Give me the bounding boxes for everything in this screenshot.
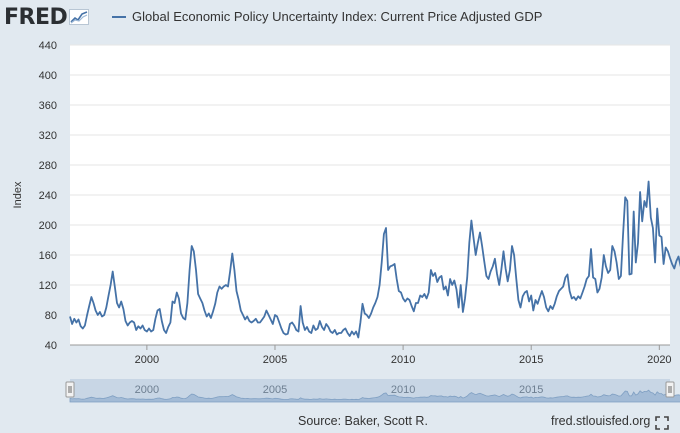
navigator-handle-icon[interactable] (665, 381, 675, 398)
y-tick-label: 280 (39, 160, 57, 172)
navigator-ticks: 2000 2005 2010 2015 (135, 384, 544, 396)
y-tick-label: 120 (39, 280, 57, 292)
fred-logo-chart-icon (69, 9, 90, 25)
grid-lines (70, 44, 670, 346)
navigator-tick-label: 2000 (135, 384, 159, 396)
y-tick-label: 200 (39, 220, 57, 232)
legend-label: Global Economic Policy Uncertainty Index… (132, 9, 543, 24)
navigator-series-area (69, 389, 680, 403)
y-tick-label: 40 (45, 340, 57, 352)
x-tick-label: 2010 (391, 354, 415, 366)
legend-swatch (112, 15, 126, 18)
x-tick-label: 2005 (263, 354, 287, 366)
y-tick-label: 80 (45, 310, 57, 322)
y-tick-label: 440 (39, 40, 57, 52)
expand-icon[interactable] (655, 416, 669, 430)
navigator-handle-icon[interactable] (65, 381, 75, 398)
navigator-tick-label: 2010 (391, 384, 415, 396)
site-link[interactable]: fred.stlouisfed.org (551, 414, 651, 428)
x-tick-label: 2015 (519, 354, 543, 366)
navigator-tick-label: 2005 (263, 384, 287, 396)
fred-logo[interactable]: FRED (4, 4, 90, 30)
navigator[interactable]: 2000 2005 2010 2015 (65, 379, 680, 403)
chart-footer: Source: Baker, Scott R. fred.stlouisfed.… (0, 410, 680, 433)
y-axis-label: Index (12, 181, 24, 208)
chart: 40 80 120 160 200 240 280 320 360 400 440 2000 2005… (12, 40, 680, 403)
x-tick-label: 2020 (647, 354, 671, 366)
navigator-handle-left[interactable] (65, 381, 75, 398)
chart-legend: Global Economic Policy Uncertainty Index… (112, 9, 542, 24)
source-label[interactable]: Source: Baker, Scott R. (298, 414, 428, 428)
y-tick-label: 240 (39, 190, 57, 202)
y-tick-label: 360 (39, 100, 57, 112)
y-axis-ticks: 40 80 120 160 200 240 280 320 360 400 440 (39, 40, 57, 352)
y-tick-label: 320 (39, 130, 57, 142)
fred-logo-text: FRED (4, 4, 68, 30)
navigator-tick-label: 2015 (519, 384, 543, 396)
chart-header: FRED Global Economic Policy Uncertainty … (0, 0, 680, 34)
x-axis-ticks: 2000 2005 2010 2015 2020 (135, 345, 672, 366)
y-tick-label: 400 (39, 70, 57, 82)
x-tick-label: 2000 (135, 354, 159, 366)
series-line (69, 180, 680, 339)
navigator-handle-right[interactable] (665, 381, 675, 398)
y-tick-label: 160 (39, 250, 57, 262)
